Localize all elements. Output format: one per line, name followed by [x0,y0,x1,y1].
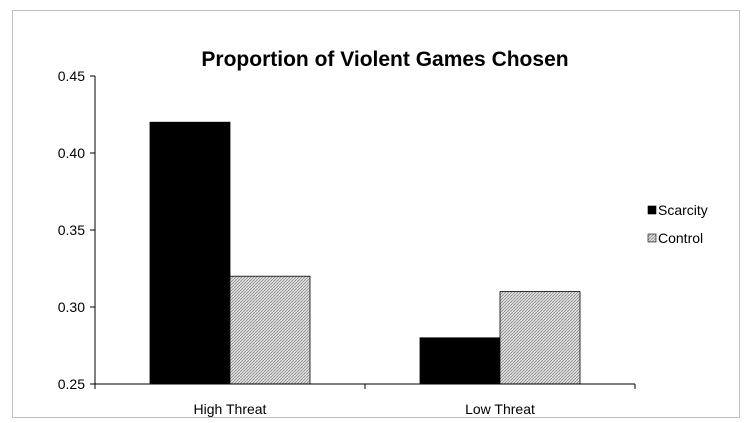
legend-swatch-control [647,233,657,243]
legend-swatch-scarcity [647,205,657,215]
y-tick-label: 0.25 [58,376,85,392]
bar-control-low-threat [499,291,581,385]
bar-scarcity-high-threat [149,121,231,385]
y-tick-label: 0.45 [58,68,85,84]
legend-label-control: Control [658,230,703,246]
legend: Scarcity Control [647,202,708,246]
x-tick-label: High Threat [194,401,267,417]
x-axis: High Threat Low Threat [94,383,636,417]
y-axis: 0.25 0.30 0.35 0.40 0.45 [58,68,96,392]
y-tick-label: 0.30 [58,299,85,315]
y-tick-label: 0.35 [58,222,85,238]
legend-label-scarcity: Scarcity [658,202,708,218]
chart-frame [12,10,740,418]
bar-control-high-threat [229,275,311,385]
x-tick-label: Low Threat [465,401,535,417]
chart-title: Proportion of Violent Games Chosen [201,48,568,71]
y-tick-label: 0.40 [58,145,85,161]
bar-scarcity-low-threat [419,337,501,385]
bars [149,121,581,385]
